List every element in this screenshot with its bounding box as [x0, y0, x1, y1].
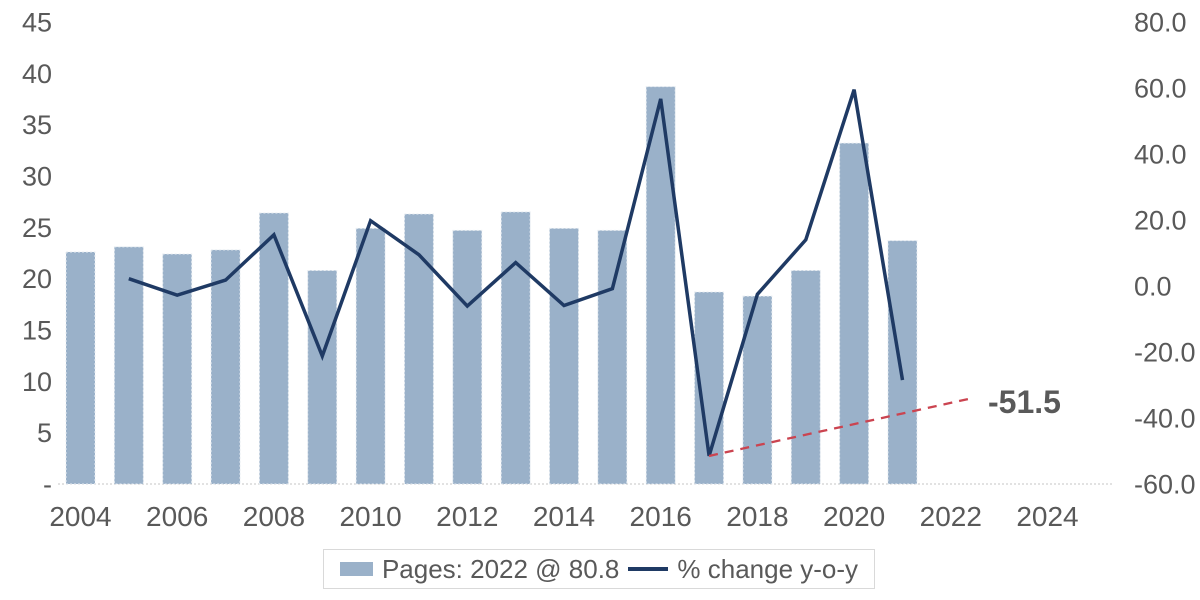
bar-2021: [887, 240, 918, 485]
annotation-value: -51.5: [988, 384, 1061, 420]
leader-line: [708, 396, 974, 458]
y-axis-right-tick: -20.0: [1134, 338, 1196, 368]
y-axis-right-tick: 60.0: [1134, 74, 1187, 104]
y-axis-right-tick: 40.0: [1134, 140, 1187, 170]
y-axis-right-tick: -40.0: [1134, 404, 1196, 434]
y-axis-left-tick: 5: [37, 418, 52, 448]
y-axis-left-tick: 45: [22, 8, 52, 38]
x-axis-tick: 2006: [146, 501, 208, 532]
bar-2020: [839, 142, 870, 485]
y-axis-left-tick: 35: [22, 110, 52, 140]
y-axis-right-tick: 20.0: [1134, 206, 1187, 236]
chart-legend: Pages: 2022 @ 80.8 % change y-o-y: [323, 549, 875, 589]
y-axis-right-tick: 0.0: [1134, 272, 1172, 302]
legend-bar-swatch: [339, 562, 373, 576]
y-axis-left-tick: -: [43, 470, 52, 500]
bar-2011: [403, 213, 434, 485]
bar-2004: [65, 251, 96, 485]
y-axis-left-tick: 30: [22, 162, 52, 192]
legend-bar-label: Pages: 2022 @ 80.8: [381, 554, 620, 584]
bar-2008: [258, 212, 289, 485]
x-axis-tick: 2024: [1016, 501, 1078, 532]
x-axis-tick: 2022: [920, 501, 982, 532]
legend-line-swatch: [628, 567, 669, 571]
x-axis-tick: 2016: [630, 501, 692, 532]
y-axis-left-tick: 20: [22, 264, 52, 294]
bar-2007: [210, 249, 241, 485]
legend-line-label: % change y-o-y: [677, 554, 859, 584]
y-axis-right-tick: -60.0: [1134, 470, 1196, 500]
x-axis-tick: 2020: [823, 501, 885, 532]
bar-2006: [162, 253, 193, 485]
x-axis-tick: 2018: [726, 501, 788, 532]
bar-2015: [597, 229, 628, 485]
yoy-line: [128, 89, 905, 457]
bar-2016: [645, 86, 676, 485]
bar-2013: [500, 211, 531, 485]
x-axis-tick: 2014: [533, 501, 595, 532]
y-axis-right-tick: 80.0: [1134, 8, 1187, 38]
y-axis-left-tick: 40: [22, 59, 52, 89]
x-axis-tick: 2004: [49, 501, 111, 532]
bar-2014: [549, 227, 579, 485]
bar-2019: [790, 269, 821, 485]
y-axis-left-tick: 25: [22, 213, 52, 243]
bar-2005: [113, 246, 144, 485]
bar-2009: [307, 269, 338, 485]
x-axis-tick: 2010: [339, 501, 401, 532]
x-axis-tick: 2012: [436, 501, 498, 532]
y-axis-left-tick: 10: [22, 367, 52, 397]
y-axis-left-tick: 15: [22, 316, 52, 346]
bar-2010: [355, 227, 386, 485]
x-axis-tick: 2008: [243, 501, 305, 532]
bar-2012: [452, 229, 483, 485]
